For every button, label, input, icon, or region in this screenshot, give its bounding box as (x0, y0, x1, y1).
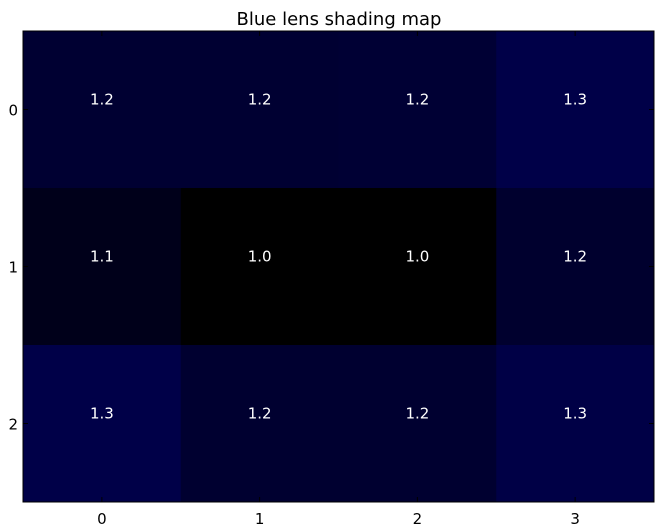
x-tick-label: 2 (413, 510, 423, 528)
heatmap-cell (23, 31, 182, 189)
heatmap-cell (180, 345, 339, 503)
heatmap-cell (338, 188, 497, 346)
heatmap-cell (23, 188, 182, 346)
chart-title: Blue lens shading map (237, 9, 442, 30)
cell-value-label: 1.2 (405, 91, 429, 109)
heatmap-cell (180, 31, 339, 189)
x-tick-label: 0 (97, 510, 107, 528)
plot-frame (22, 30, 655, 503)
cell-value-label: 1.2 (90, 91, 114, 109)
y-tick-label: 0 (8, 102, 18, 120)
heatmap-cell (496, 31, 655, 189)
heatmap-cell (338, 31, 497, 189)
cell-value-label: 1.0 (405, 248, 429, 266)
heatmap-cell (23, 345, 182, 503)
heatmap-cell (338, 345, 497, 503)
cell-value-label: 1.3 (563, 405, 587, 423)
cell-value-label: 1.1 (90, 248, 114, 266)
heatmap-cell (496, 188, 655, 346)
cell-value-label: 1.3 (563, 91, 587, 109)
x-tick-label: 3 (570, 510, 580, 528)
heatmap-cell (180, 188, 339, 346)
cell-value-label: 1.2 (405, 405, 429, 423)
heatmap-cell (496, 345, 655, 503)
cell-value-label: 1.2 (248, 405, 272, 423)
cell-value-label: 1.3 (90, 405, 114, 423)
y-tick-label: 1 (8, 259, 18, 277)
cell-value-label: 1.0 (248, 248, 272, 266)
cell-value-label: 1.2 (248, 91, 272, 109)
y-tick-label: 2 (8, 416, 18, 434)
x-tick-label: 1 (255, 510, 265, 528)
cell-value-label: 1.2 (563, 248, 587, 266)
